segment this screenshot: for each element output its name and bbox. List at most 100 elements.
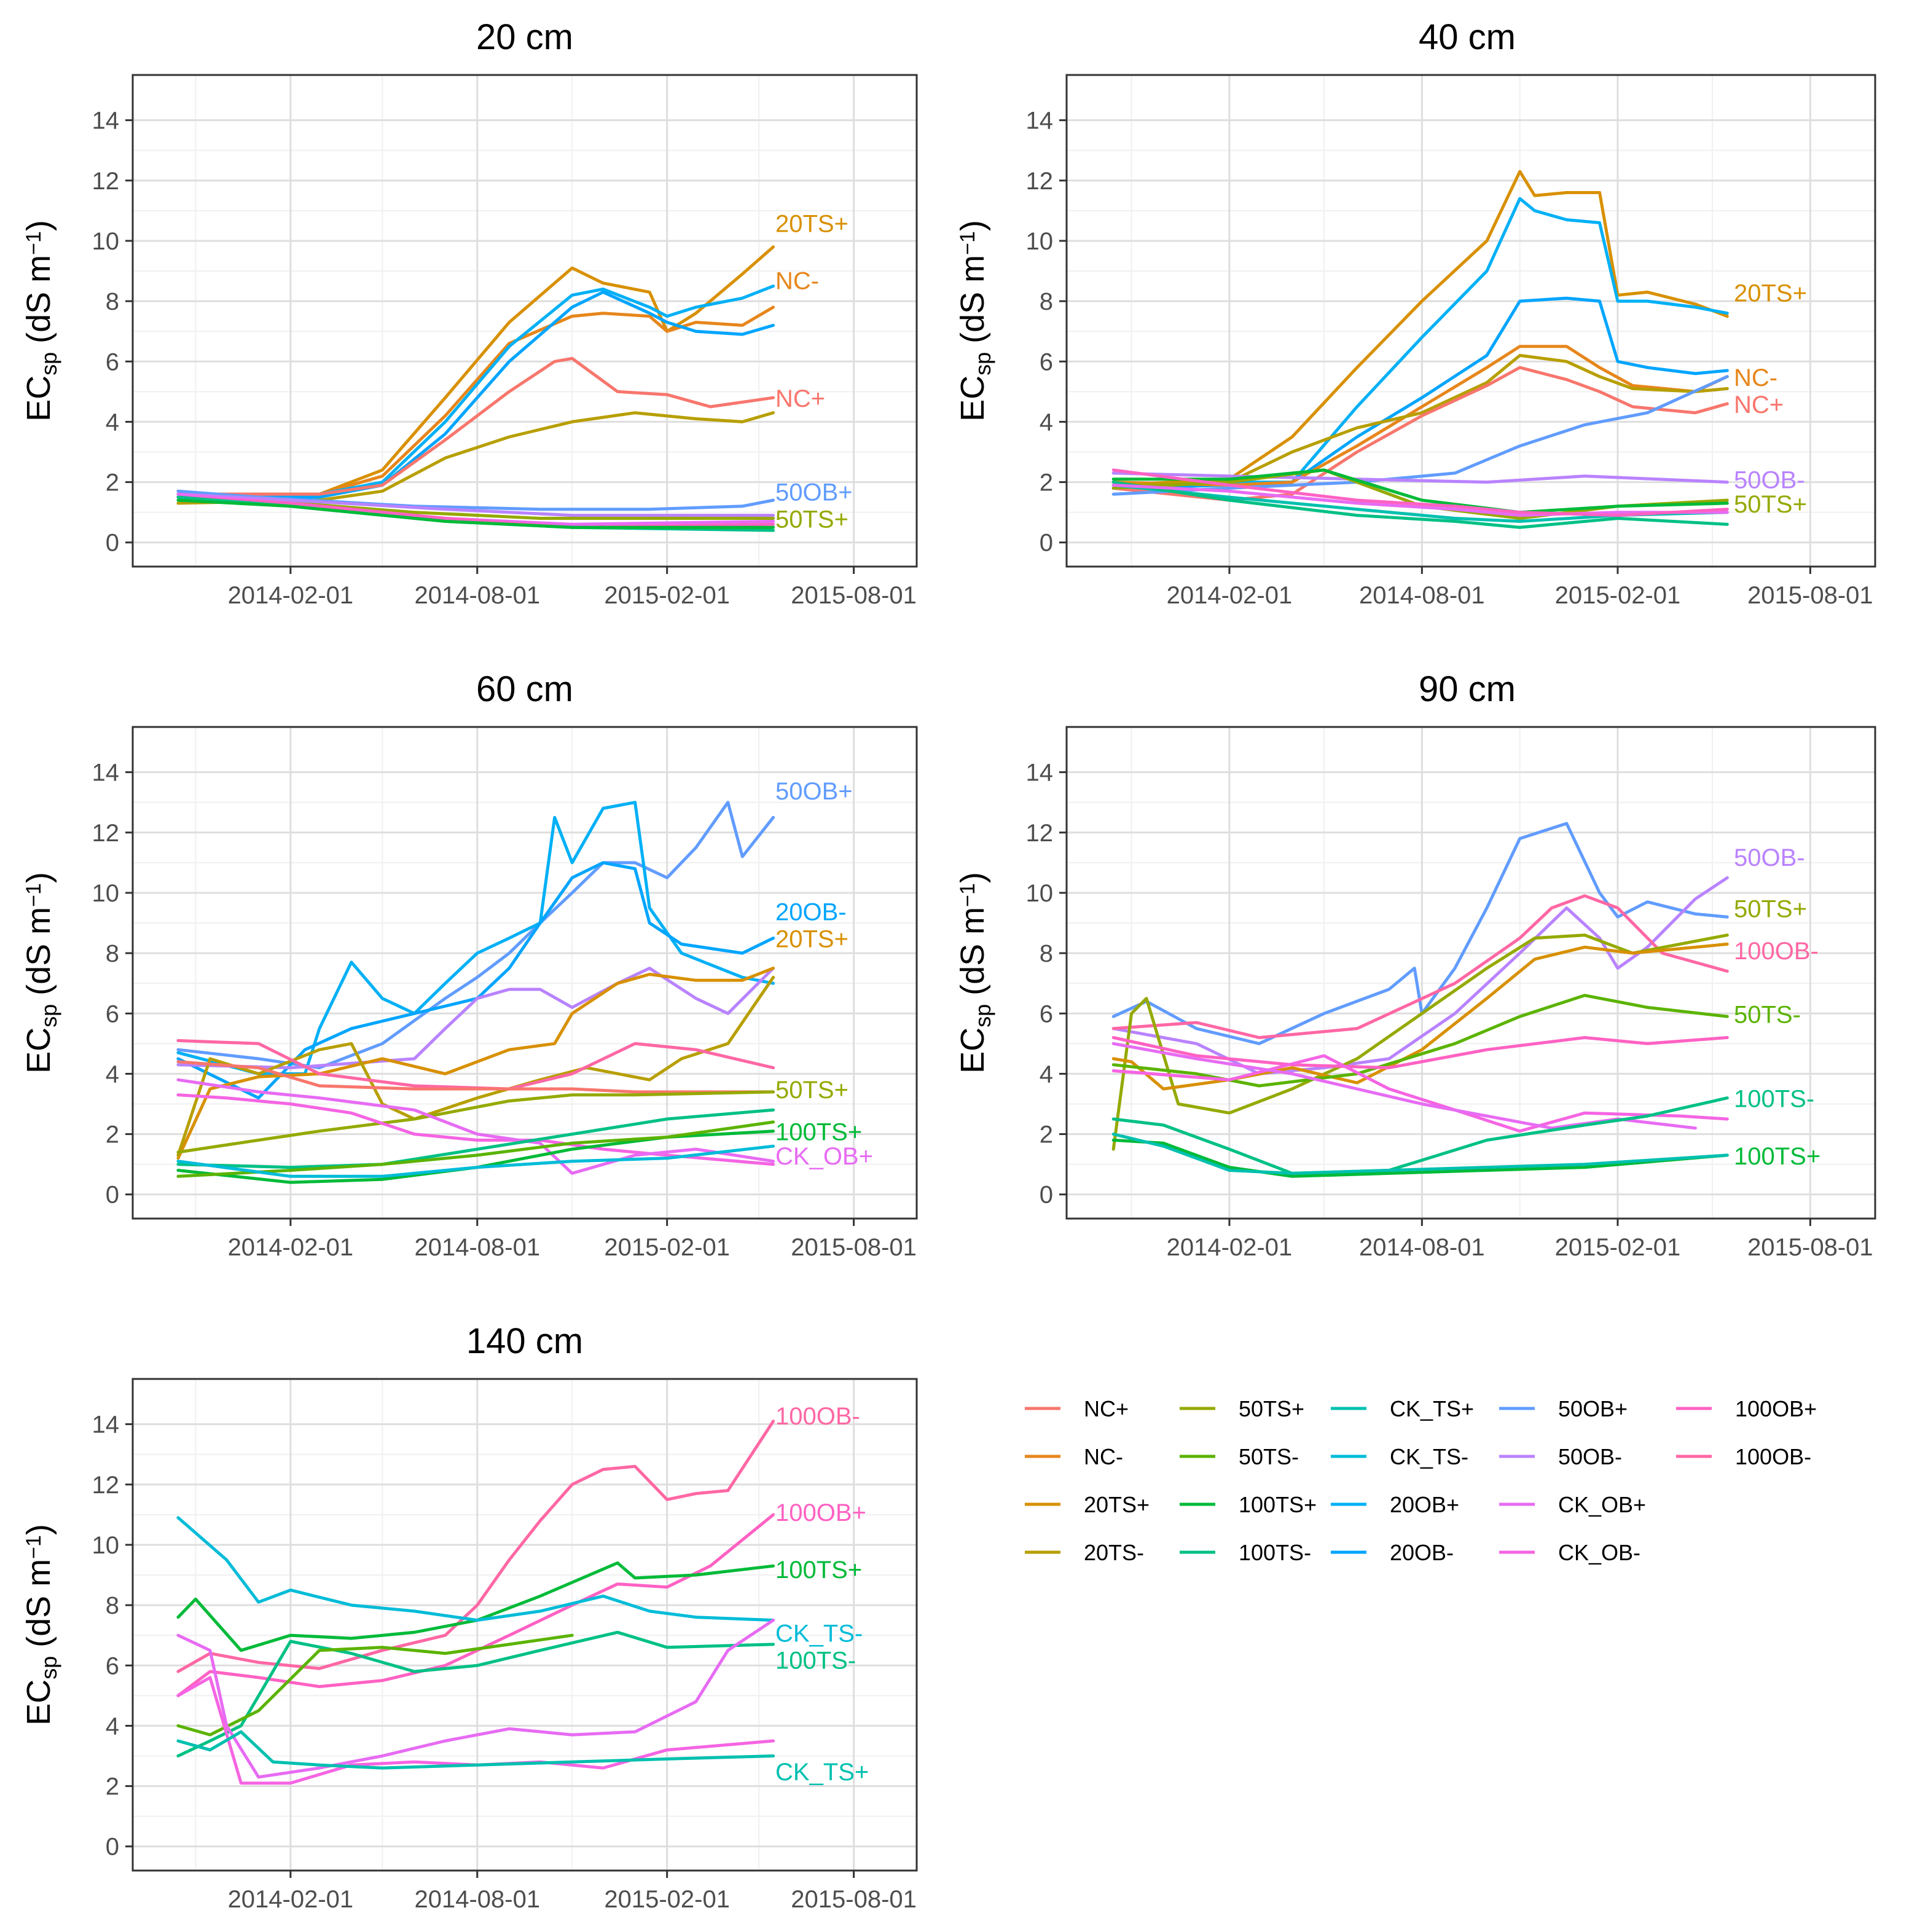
- legend: NC+ NC- 20TS+ 20TS- 50TS+ 50TS- 100TS+ 100TS- CK…: [1025, 1396, 1817, 1565]
- series-line-100TS-: [1111, 481, 1729, 529]
- y-tick-label: 4: [1040, 409, 1053, 436]
- y-tick-label: 0: [106, 1834, 119, 1861]
- plot-background: [133, 1379, 917, 1871]
- y-tick-label: 10: [1026, 880, 1054, 907]
- series-line-50OB-: [176, 492, 775, 517]
- series-end-label: 50TS-: [1734, 1001, 1801, 1028]
- series-line-CK_OB+: [1111, 484, 1729, 517]
- legend-label: 20TS+: [1084, 1492, 1150, 1517]
- series-line-100TS+: [1111, 1138, 1729, 1178]
- x-tick-label: 2014-08-01: [1359, 1234, 1485, 1261]
- y-tick-label: 4: [1040, 1061, 1053, 1088]
- series-end-label: 100TS-: [775, 1647, 856, 1674]
- y-axis-title: ECsp(dS m−1): [954, 220, 995, 422]
- x-tick-label: 2014-02-01: [228, 1234, 354, 1261]
- y-tick-label: 10: [92, 1532, 120, 1559]
- y-tick-label: 0: [106, 1182, 119, 1209]
- legend-label: 100TS-: [1239, 1540, 1311, 1565]
- series-end-label: 100OB+: [775, 1499, 866, 1526]
- y-tick-label: 8: [106, 1592, 119, 1619]
- series-line-20TS+: [176, 967, 775, 1160]
- y-tick-label: 14: [1026, 108, 1054, 135]
- y-tick-label: 2: [1040, 1121, 1053, 1149]
- y-tick-label: 10: [92, 880, 120, 907]
- plot-background: [133, 75, 917, 567]
- y-tick-label: 14: [92, 1412, 120, 1439]
- panel-border: [131, 74, 918, 568]
- y-tick-label: 2: [1040, 469, 1053, 497]
- x-tick-label: 2015-08-01: [1747, 582, 1873, 609]
- series-line-100TS-: [176, 1108, 775, 1169]
- series-end-label: CK_TS-: [775, 1620, 863, 1647]
- x-tick-label: 2015-02-01: [1555, 1234, 1681, 1261]
- series-line-20OB+: [176, 801, 775, 1075]
- y-tick-label: 6: [106, 348, 119, 375]
- x-tick-label: 2015-02-01: [604, 1886, 730, 1913]
- y-tick-label: 0: [1040, 530, 1053, 557]
- legend-label: 50TS+: [1239, 1396, 1304, 1421]
- x-tick-label: 2014-08-01: [414, 582, 540, 609]
- series-end-label: NC+: [775, 385, 825, 412]
- series-line-20OB-: [176, 861, 775, 1100]
- series-line-CK_TS-: [176, 1144, 775, 1178]
- y-tick-label: 14: [92, 760, 120, 787]
- y-tick-label: 8: [1040, 288, 1053, 315]
- x-tick-label: 2014-08-01: [414, 1886, 540, 1913]
- y-tick-label: 8: [106, 940, 119, 967]
- series-end-label: NC+: [1734, 391, 1784, 418]
- y-tick-label: 12: [92, 820, 120, 847]
- legend-label: CK_TS+: [1390, 1396, 1474, 1421]
- series-end-label: 50TS+: [775, 506, 848, 533]
- series-line-NC-: [1111, 345, 1729, 487]
- panel-title: 20 cm: [476, 17, 573, 57]
- x-tick-label: 2014-08-01: [414, 1234, 540, 1261]
- y-tick-label: 12: [92, 168, 120, 195]
- legend-label: 100TS+: [1239, 1492, 1317, 1517]
- series-line-20TS+: [1111, 170, 1729, 487]
- series-line-50TS+: [1111, 933, 1729, 1151]
- panel-0: 20 cm 20TS+ NC- NC+ 50OB+50TS+ 0 2 4 6 8 10 12 14 201…: [20, 17, 918, 609]
- y-tick-label: 14: [1026, 760, 1054, 787]
- panel-title: 40 cm: [1419, 17, 1516, 57]
- legend-label: 50OB-: [1558, 1444, 1622, 1469]
- series-end-label: 100OB-: [775, 1403, 860, 1430]
- series-line-20TS-: [1111, 353, 1729, 487]
- plot-background: [133, 727, 917, 1219]
- series-line-20OB+: [176, 285, 775, 499]
- series-end-label: 100OB-: [1734, 938, 1819, 965]
- panel-title: 90 cm: [1419, 669, 1516, 709]
- series-line-100OB-: [1111, 894, 1729, 1039]
- legend-label: CK_TS-: [1390, 1444, 1468, 1469]
- panel-border: [131, 726, 918, 1220]
- series-end-label: 50OB+: [775, 778, 853, 805]
- legend-label: CK_OB+: [1558, 1492, 1646, 1517]
- series-line-50OB+: [1111, 822, 1729, 1045]
- y-tick-label: 0: [1040, 1182, 1053, 1209]
- series-end-label: 100TS+: [1734, 1143, 1820, 1170]
- legend-label: 20OB-: [1390, 1540, 1454, 1565]
- series-line-CK_TS+: [1111, 1133, 1729, 1175]
- series-line-100OB+: [1111, 468, 1729, 517]
- series-line-CK_OB+: [176, 1078, 775, 1175]
- series-end-label: 100TS-: [1734, 1086, 1814, 1113]
- series-end-label: CK_OB+: [775, 1143, 873, 1170]
- series-end-label: 20TS+: [775, 210, 848, 237]
- y-tick-label: 8: [106, 288, 119, 315]
- panel-1: 40 cm 20TS+ NC-NC+ 50OB-50TS+ 0 2 4 6 8 10 12 14 201…: [954, 17, 1876, 609]
- y-axis-title: ECsp(dS m−1): [20, 1524, 61, 1726]
- y-tick-label: 12: [1026, 168, 1054, 195]
- legend-label: NC-: [1084, 1444, 1123, 1469]
- legend-label: 50TS-: [1239, 1444, 1299, 1469]
- series-end-label: 50OB+: [775, 479, 853, 506]
- panel-border: [1065, 726, 1876, 1220]
- panel-3: 90 cm 50OB- 50TS+ 100OB- 50TS- 100TS- 100TS+ 0 2…: [954, 669, 1876, 1261]
- y-tick-label: 2: [106, 1773, 119, 1800]
- series-end-label: 100TS+: [775, 1119, 862, 1146]
- legend-label: 100OB-: [1735, 1444, 1811, 1469]
- series-line-NC+: [176, 1060, 775, 1094]
- series-line-NC-: [176, 305, 775, 496]
- x-tick-label: 2014-08-01: [1359, 582, 1485, 609]
- series-end-label: 100TS+: [775, 1557, 862, 1584]
- series-line-50TS-: [176, 1633, 574, 1737]
